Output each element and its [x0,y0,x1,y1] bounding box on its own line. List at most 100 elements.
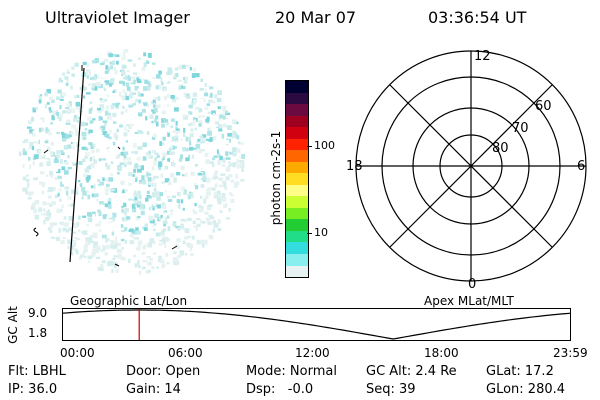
speckle [109,188,112,191]
speckle [158,84,161,90]
speckle [142,156,147,161]
speckle [176,243,179,249]
speckle [78,229,81,233]
speckle [39,117,45,120]
speckle [104,200,108,204]
speckle [184,172,188,177]
speckle [185,228,190,234]
speckle [194,163,198,168]
info-ip: IP: 36.0 [8,382,58,397]
speckle [148,84,152,87]
speckle [93,241,98,246]
speckle [137,200,142,205]
speckle [30,205,34,210]
speckle [224,139,230,144]
speckle [192,117,196,122]
speckle [185,157,190,162]
speckle [49,229,53,233]
speckle [106,68,110,73]
speckle [149,155,153,159]
speckle [88,213,93,217]
speckle [67,195,72,200]
speckle [152,207,155,211]
speckle [24,139,29,143]
speckle [43,219,46,225]
speckle [125,109,128,113]
speckle [214,170,218,176]
speckle [111,217,115,222]
speckle [153,228,156,231]
speckle [192,68,196,72]
speckle [100,126,103,129]
auroral-speckles [18,49,245,275]
speckle [158,255,162,260]
speckle [207,90,213,96]
speckle [101,260,106,264]
speckle [106,133,110,138]
speckle [117,183,122,189]
colorbar-band [286,92,308,105]
speckle [167,199,173,202]
speckle [105,183,110,187]
speckle [161,81,164,86]
speckle [202,137,207,142]
speckle [124,227,128,232]
speckle [82,190,87,196]
speckle [162,118,167,121]
speckle [141,108,146,113]
speckle [140,93,144,97]
speckle [158,161,162,165]
speckle [189,141,192,146]
speckle [101,158,106,161]
speckle [142,142,147,148]
speckle [22,176,27,181]
speckle [111,260,115,266]
speckle [227,161,232,164]
speckle [190,128,195,132]
speckle [174,67,179,71]
speckle [102,216,107,220]
speckle [51,114,55,119]
speckle [220,103,224,107]
speckle [237,160,241,163]
speckle [146,101,150,105]
speckle [157,216,161,222]
speckle [180,199,184,204]
speckle [188,137,191,142]
speckle [137,146,143,150]
speckle [188,104,193,109]
speckle [29,164,32,170]
speckle [216,190,220,194]
speckle [112,199,117,203]
speckle [124,207,129,212]
speckle [72,185,76,188]
speckle [83,245,88,249]
speckle [102,202,107,206]
lat-label-70: 70 [512,121,529,136]
speckle [147,177,152,182]
speckle [123,160,129,165]
speckle [142,102,148,105]
speckle [147,53,152,58]
speckle [137,243,141,248]
speckle [140,230,145,236]
speckle [124,126,127,131]
speckle [188,118,192,121]
speckle [47,187,53,192]
speckle [206,188,210,191]
speckle [140,202,143,206]
speckle [82,215,87,218]
speckle [123,151,129,155]
speckle [67,245,72,249]
colorbar-band [286,230,308,243]
speckle [121,209,124,213]
speckle [232,162,237,166]
speckle [164,212,167,218]
speckle [170,173,175,178]
speckle [155,225,159,229]
speckle [164,119,169,123]
speckle [50,141,54,146]
speckle [189,111,193,115]
speckle [76,221,80,227]
speckle [217,228,222,231]
